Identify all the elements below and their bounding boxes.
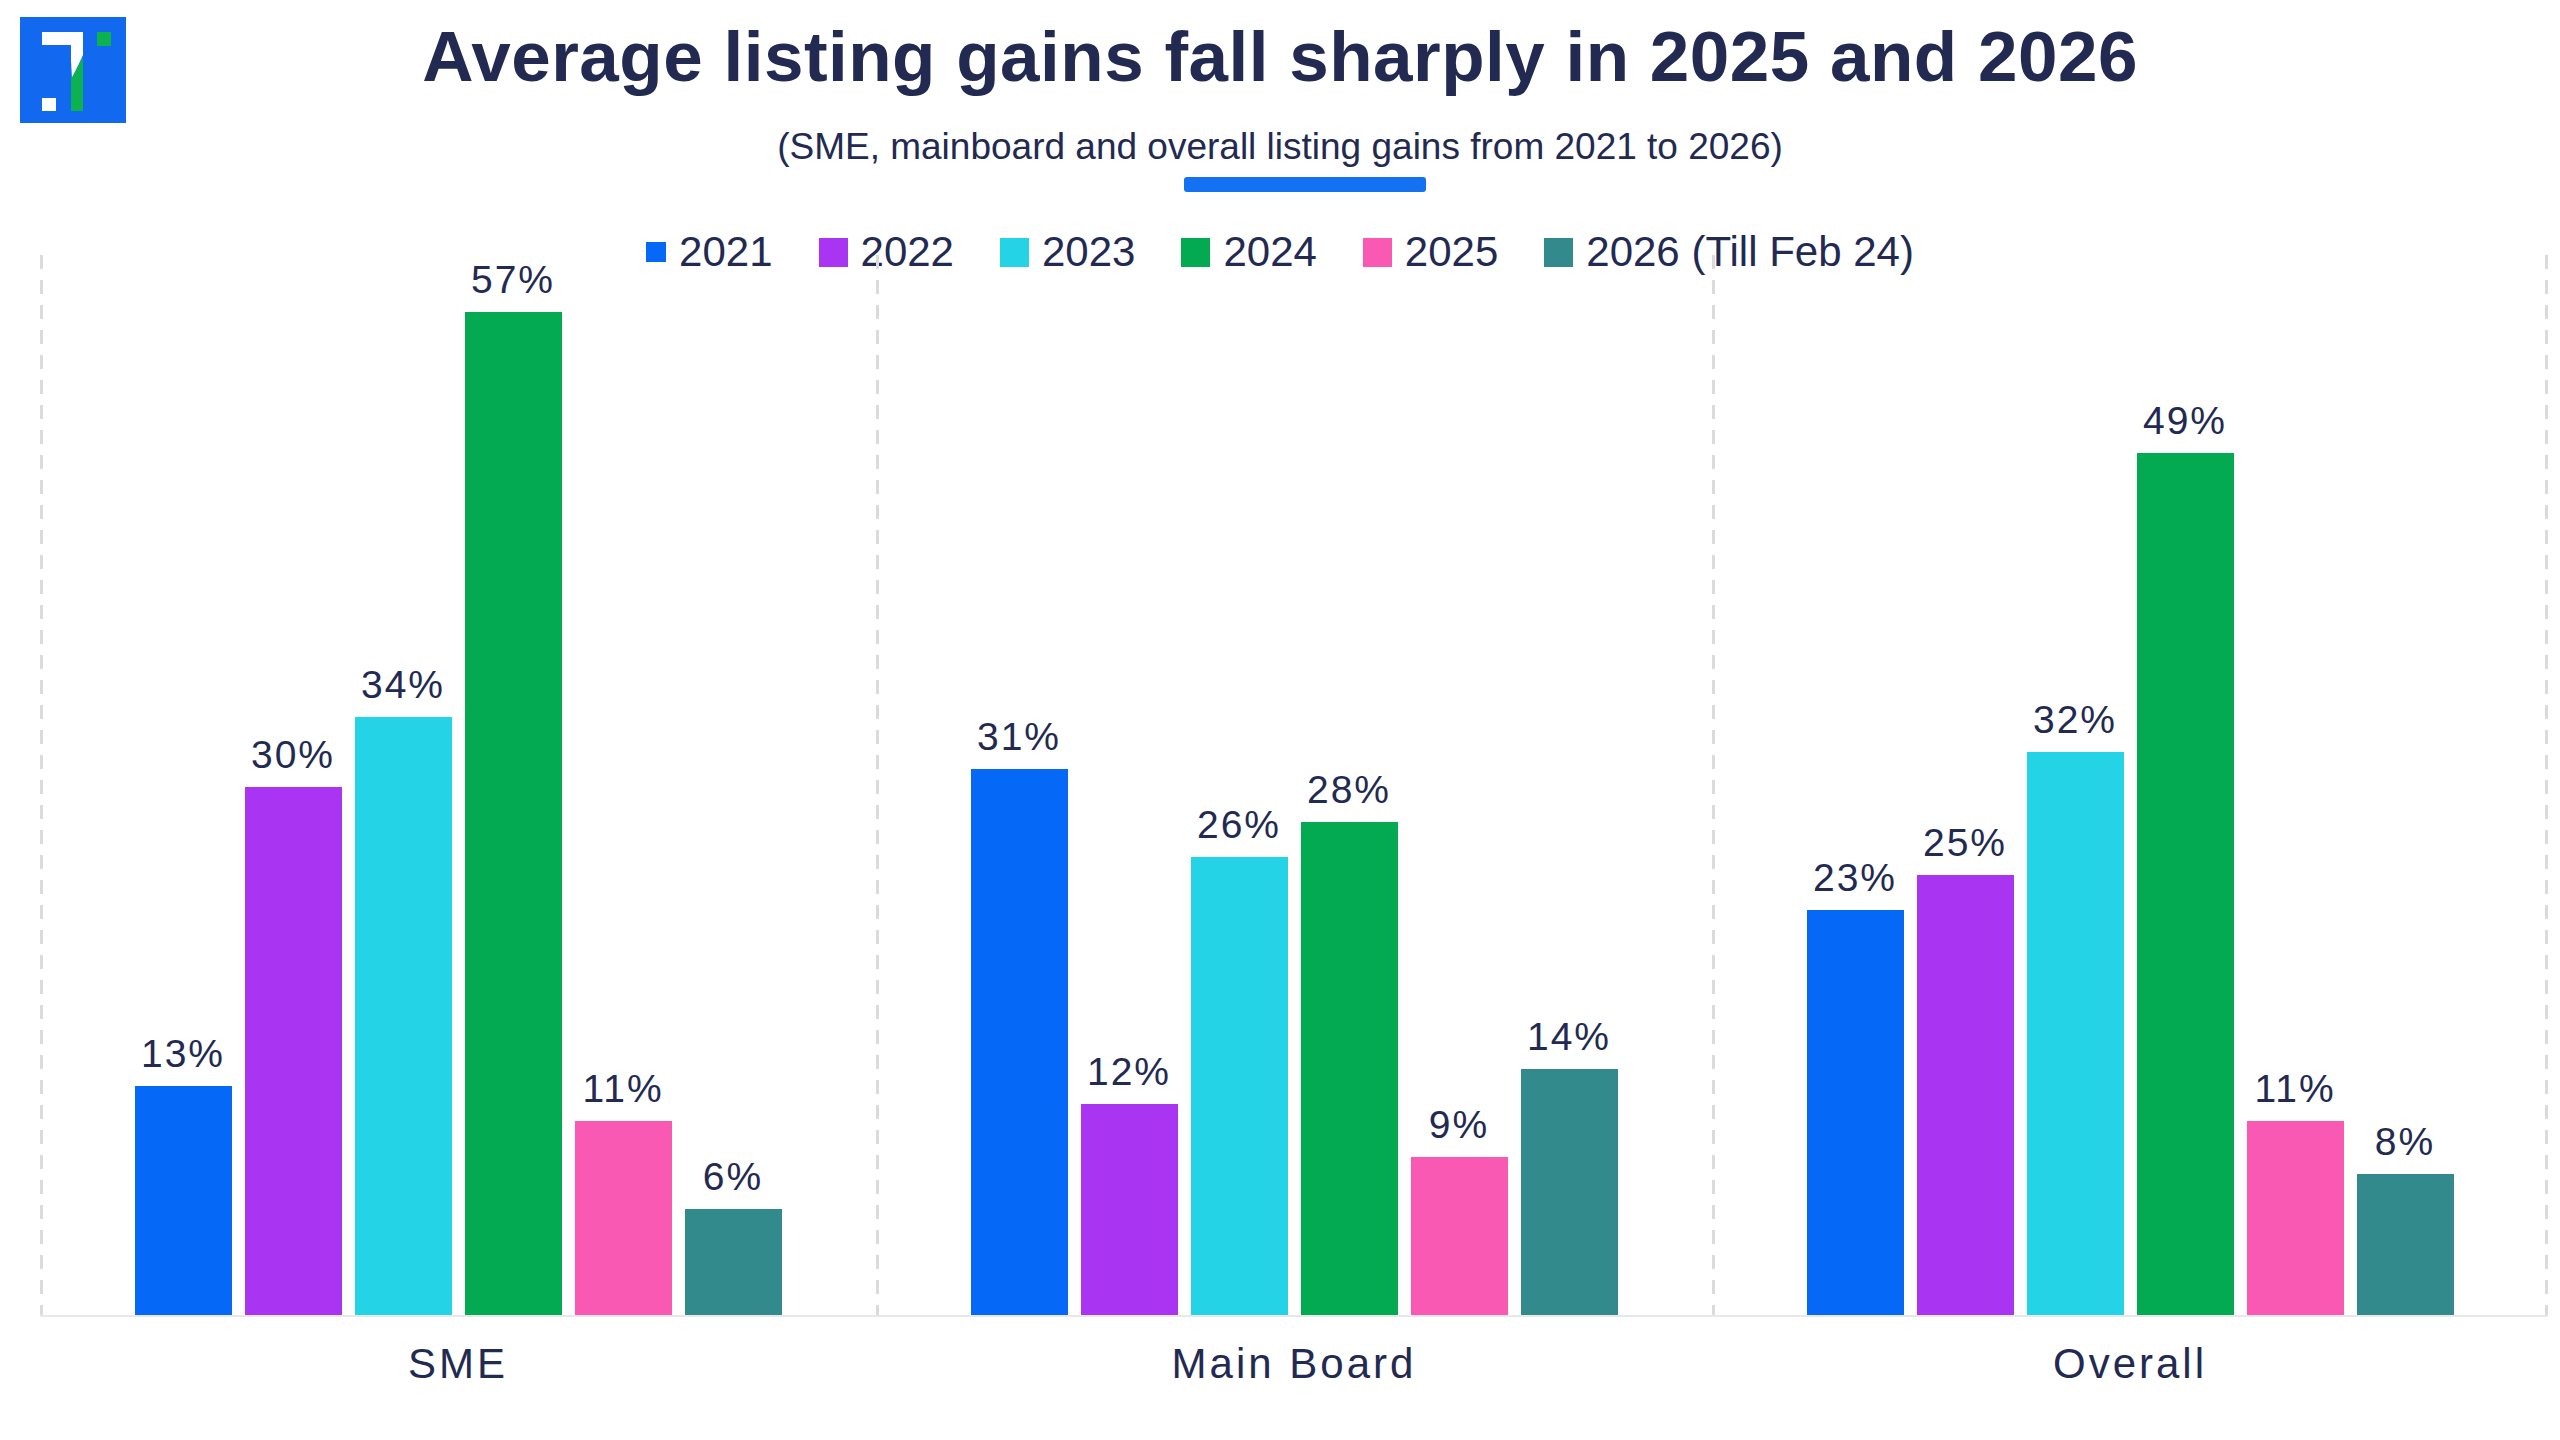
bar-value-label-2021-overall: 23%: [1813, 856, 1897, 900]
gridline-overall: [1712, 255, 1715, 1315]
chart-group-main-board: 31% 12% 26% 28% 9% 14%: [876, 255, 1712, 1315]
bar-column-2021-overall: 23%: [1807, 856, 1904, 1315]
bar-2021-sme: [135, 1086, 232, 1315]
gridline-main-board: [876, 255, 879, 1315]
bar-column-2026-till-feb-24-sme: 6%: [685, 1155, 782, 1315]
bar-2026-till-feb-24-main-board: [1521, 1069, 1618, 1315]
bar-value-label-2025-main-board: 9%: [1429, 1103, 1489, 1147]
bar-column-2026-till-feb-24-overall: 8%: [2357, 1120, 2454, 1315]
title-underline-accent: [1184, 177, 1426, 192]
bar-column-2022-main-board: 12%: [1081, 1050, 1178, 1315]
bar-column-2021-sme: 13%: [135, 1032, 232, 1315]
bar-2023-sme: [355, 717, 452, 1315]
bar-chart-plot-area: 13% 30% 34% 57% 11% 6% 31% 12% 26% 28% 9% 14% 23% 25%…: [40, 255, 2548, 1315]
bar-value-label-2021-main-board: 31%: [977, 715, 1061, 759]
bar-2023-main-board: [1191, 857, 1288, 1315]
chart-group-sme: 13% 30% 34% 57% 11% 6%: [40, 255, 876, 1315]
bar-column-2023-main-board: 26%: [1191, 803, 1288, 1315]
bar-2025-main-board: [1411, 1157, 1508, 1315]
bar-cluster-sme: 13% 30% 34% 57% 11% 6%: [135, 258, 782, 1315]
chart-group-overall: 23% 25% 32% 49% 11% 8%: [1712, 255, 2548, 1315]
bar-2024-main-board: [1301, 822, 1398, 1315]
bar-column-2024-overall: 49%: [2137, 399, 2234, 1315]
bar-value-label-2024-overall: 49%: [2143, 399, 2227, 443]
bar-column-2026-till-feb-24-main-board: 14%: [1521, 1015, 1618, 1315]
bar-column-2022-sme: 30%: [245, 733, 342, 1315]
bar-column-2023-sme: 34%: [355, 663, 452, 1315]
chart-title: Average listing gains fall sharply in 20…: [0, 16, 2560, 97]
bar-value-label-2022-sme: 30%: [251, 733, 335, 777]
gridline-sme: [40, 255, 43, 1315]
bar-value-label-2026-till-feb-24-main-board: 14%: [1527, 1015, 1611, 1059]
x-axis-category-labels: SMEMain BoardOverall: [40, 1340, 2548, 1388]
chart-subtitle: (SME, mainboard and overall listing gain…: [0, 126, 2560, 168]
bar-2025-sme: [575, 1121, 672, 1315]
bar-value-label-2026-till-feb-24-sme: 6%: [703, 1155, 763, 1199]
bar-2022-main-board: [1081, 1104, 1178, 1315]
bar-column-2021-main-board: 31%: [971, 715, 1068, 1315]
bar-value-label-2024-main-board: 28%: [1307, 768, 1391, 812]
bar-2022-sme: [245, 787, 342, 1315]
bar-value-label-2026-till-feb-24-overall: 8%: [2375, 1120, 2435, 1164]
bar-2024-sme: [465, 312, 562, 1315]
bar-2025-overall: [2247, 1121, 2344, 1315]
bar-column-2025-overall: 11%: [2247, 1067, 2344, 1315]
category-label-main-board: Main Board: [876, 1340, 1712, 1388]
bar-2021-main-board: [971, 769, 1068, 1315]
bar-2022-overall: [1917, 875, 2014, 1315]
bar-column-2024-sme: 57%: [465, 258, 562, 1315]
bar-2024-overall: [2137, 453, 2234, 1315]
bar-column-2022-overall: 25%: [1917, 821, 2014, 1315]
bar-2026-till-feb-24-sme: [685, 1209, 782, 1315]
bar-value-label-2025-sme: 11%: [582, 1067, 663, 1111]
chart-page: Average listing gains fall sharply in 20…: [0, 0, 2560, 1440]
bar-column-2023-overall: 32%: [2027, 698, 2124, 1315]
x-axis-baseline: [40, 1315, 2548, 1317]
bar-value-label-2024-sme: 57%: [471, 258, 555, 302]
bar-value-label-2022-overall: 25%: [1923, 821, 2007, 865]
bar-value-label-2021-sme: 13%: [141, 1032, 225, 1076]
bar-column-2025-main-board: 9%: [1411, 1103, 1508, 1315]
bar-value-label-2023-sme: 34%: [361, 663, 445, 707]
bar-value-label-2023-main-board: 26%: [1197, 803, 1281, 847]
bar-2026-till-feb-24-overall: [2357, 1174, 2454, 1315]
bar-value-label-2022-main-board: 12%: [1087, 1050, 1171, 1094]
category-label-overall: Overall: [1712, 1340, 2548, 1388]
bar-column-2024-main-board: 28%: [1301, 768, 1398, 1315]
bar-value-label-2025-overall: 11%: [2254, 1067, 2335, 1111]
category-label-sme: SME: [40, 1340, 876, 1388]
bar-2021-overall: [1807, 910, 1904, 1315]
bar-cluster-main-board: 31% 12% 26% 28% 9% 14%: [971, 715, 1618, 1315]
bar-cluster-overall: 23% 25% 32% 49% 11% 8%: [1807, 399, 2454, 1315]
bar-value-label-2023-overall: 32%: [2033, 698, 2117, 742]
bar-column-2025-sme: 11%: [575, 1067, 672, 1315]
bar-2023-overall: [2027, 752, 2124, 1315]
